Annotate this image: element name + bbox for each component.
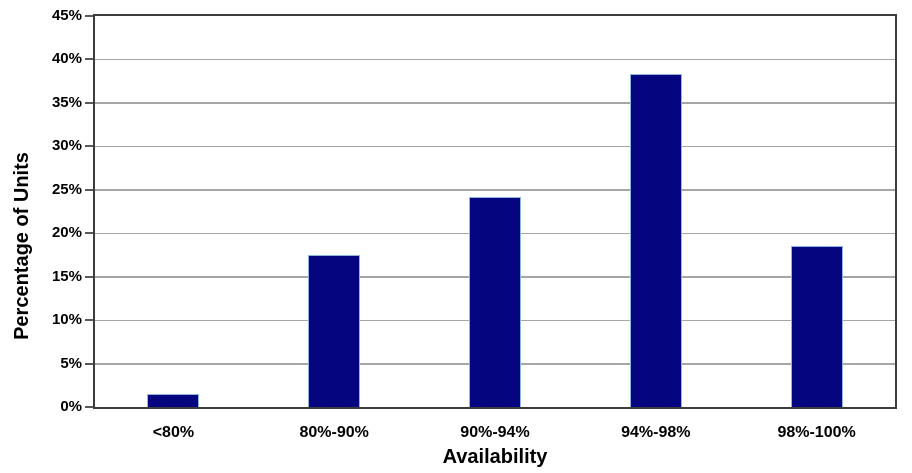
y-tick-label: 40% [51, 50, 82, 68]
y-tick-label: 20% [51, 224, 82, 242]
bar-4 [790, 246, 843, 407]
bar-1 [308, 254, 361, 407]
y-tick-label: 5% [60, 354, 82, 372]
y-axis-tick-mark [85, 101, 93, 104]
y-axis-tick-mark [85, 58, 93, 61]
bar-3 [629, 74, 682, 407]
bar-0 [147, 393, 200, 407]
y-tick-label: 35% [51, 93, 82, 111]
bar-2 [469, 196, 521, 407]
x-tick-label: 90%-94% [460, 424, 530, 441]
x-axis-title: Availability [442, 446, 548, 468]
gridline [95, 189, 895, 191]
y-axis-tick-mark [85, 188, 93, 191]
x-tick-label: 80%-90% [299, 424, 369, 441]
y-axis-tick-mark [85, 406, 93, 408]
y-axis-tick-mark [85, 362, 93, 365]
y-axis-tick-mark [85, 145, 93, 148]
x-tick-label: 94%-98% [621, 424, 691, 441]
x-tick-label: <80% [152, 424, 195, 441]
y-axis-tick-mark [85, 232, 93, 235]
gridline [95, 102, 895, 104]
y-tick-label: 45% [51, 7, 82, 24]
gridline [95, 145, 895, 148]
y-tick-label: 25% [51, 180, 82, 198]
y-tick-label: 15% [51, 267, 82, 285]
y-tick-label: 0% [60, 398, 82, 415]
y-axis-tick-mark [85, 275, 93, 278]
y-axis-tick-mark [85, 319, 93, 322]
x-tick-label: 98%-100% [777, 424, 856, 441]
y-axis-tick-mark [85, 15, 93, 17]
y-tick-label: 30% [51, 137, 82, 155]
plot-area [93, 14, 897, 409]
gridline [95, 58, 895, 61]
y-tick-label: 10% [51, 311, 82, 329]
